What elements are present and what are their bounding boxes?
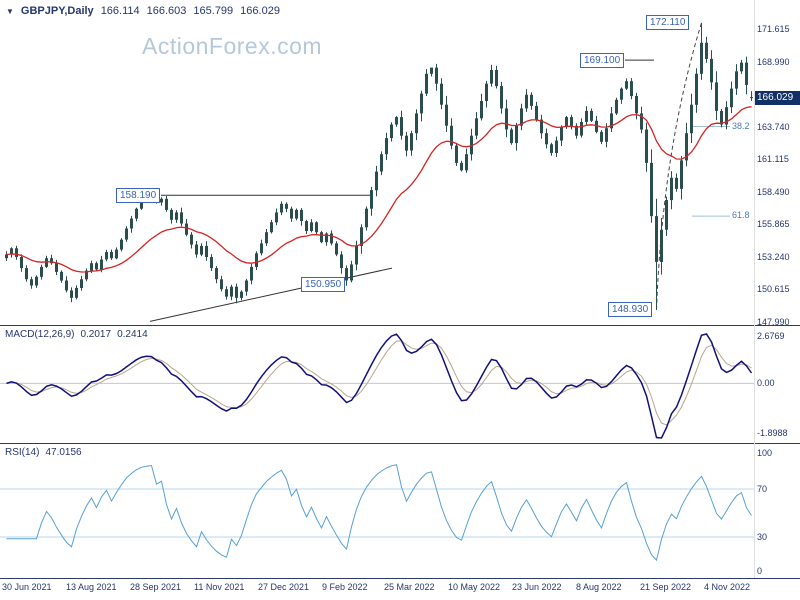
rsi-axis-label: 100 [757, 448, 773, 458]
macd-signal-value: 0.2414 [117, 329, 148, 340]
x-axis-label: 11 Nov 2021 [194, 582, 245, 592]
annotation-level-148930: 148.930 [608, 302, 653, 318]
rsi-panel-label: RSI(14) 47.0156 [5, 447, 82, 458]
x-axis-label: 27 Dec 2021 [258, 582, 310, 592]
macd-axis-label: -1.8988 [757, 428, 788, 438]
price-axis-label: 150.615 [757, 284, 790, 294]
price-axis-label: 161.115 [757, 154, 789, 164]
price-axis-label: 163.740 [757, 121, 790, 132]
price-axis-label: 155.865 [757, 219, 790, 229]
chart-header: ▼ GBPJPY,Daily 166.114 166.603 165.799 1… [6, 5, 280, 17]
symbol-title: GBPJPY,Daily [20, 5, 94, 17]
x-axis-label: 23 Jun 2022 [512, 582, 562, 592]
rsi-axis-label: 70 [757, 484, 768, 494]
ohlc-low: 165.799 [193, 5, 234, 17]
macd-axis-label: 2.6769 [757, 331, 785, 341]
ohlc-high: 166.603 [146, 5, 187, 17]
macd-panel-label: MACD(12,26,9) 0.2017 0.2414 [5, 329, 148, 340]
annotation-level-158190: 158.190 [116, 187, 161, 203]
macd-name: MACD(12,26,9) [5, 329, 75, 340]
annotation-level-169100: 169.100 [580, 52, 625, 68]
price-axis-label: 171.615 [757, 24, 790, 34]
price-axis-label: 158.490 [757, 186, 790, 197]
current-price-badge: 166.029 [755, 91, 800, 106]
ohlc-open: 166.114 [100, 5, 140, 17]
x-axis-label: 28 Sep 2021 [130, 582, 182, 592]
x-axis-label: 30 Jun 2021 [2, 582, 52, 592]
annotation-level-150950: 150.950 [301, 277, 346, 293]
x-axis-label: 4 Nov 2022 [704, 582, 751, 592]
annotation-level-172110: 172.110 [646, 15, 690, 31]
price-axis-label: 153.240 [757, 251, 790, 262]
symbol-dropdown-icon[interactable]: ▼ [6, 6, 14, 16]
macd-value: 0.2017 [80, 329, 112, 340]
fib-618-label: 61.8 [732, 210, 750, 221]
x-axis-label: 21 Sep 2022 [640, 582, 692, 592]
x-axis-label: 25 Mar 2022 [384, 582, 435, 592]
rsi-axis-label: 30 [757, 532, 768, 542]
price-axis-label: 147.990 [757, 316, 790, 327]
x-axis-label: 9 Feb 2022 [322, 582, 368, 592]
rsi-name: RSI(14) [5, 447, 40, 458]
rsi-value: 47.0156 [45, 447, 82, 458]
rsi-axis-label: 0 [757, 566, 763, 576]
price-axis-label: 168.990 [757, 56, 790, 67]
x-axis-label: 10 May 2022 [448, 582, 501, 592]
fib-382-label: 38.2 [732, 120, 750, 131]
macd-axis-label: 0.00 [757, 378, 775, 389]
ohlc-close: 166.029 [240, 5, 280, 17]
x-axis-label: 13 Aug 2021 [66, 582, 117, 592]
x-axis-label: 8 Aug 2022 [576, 582, 622, 592]
